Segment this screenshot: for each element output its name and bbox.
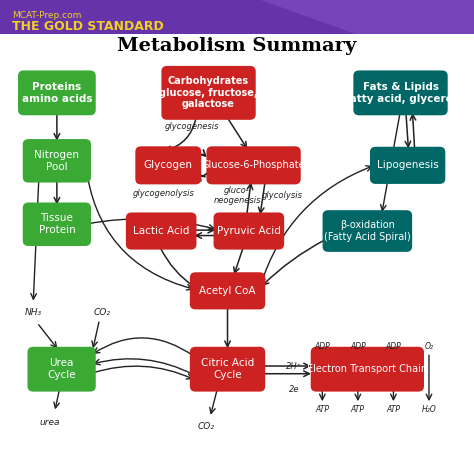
Text: Glucose-6-Phosphate: Glucose-6-Phosphate	[202, 160, 305, 170]
Text: ATP: ATP	[386, 405, 401, 414]
Text: glycogenolysis: glycogenolysis	[133, 189, 194, 198]
Text: Urea
Cycle: Urea Cycle	[47, 358, 76, 380]
FancyBboxPatch shape	[18, 70, 96, 115]
FancyBboxPatch shape	[0, 0, 474, 34]
FancyBboxPatch shape	[213, 212, 284, 250]
Text: 2H⁺: 2H⁺	[286, 361, 302, 371]
Text: gluco-
neogenesis: gluco- neogenesis	[213, 186, 261, 205]
FancyBboxPatch shape	[161, 66, 255, 120]
Polygon shape	[261, 0, 474, 34]
Text: Fats & Lipids
fatty acid, glycerol: Fats & Lipids fatty acid, glycerol	[345, 82, 456, 104]
FancyBboxPatch shape	[23, 139, 91, 183]
Text: ATP: ATP	[315, 405, 329, 414]
Text: glycolysis: glycolysis	[262, 191, 302, 200]
Text: O₂: O₂	[425, 342, 433, 351]
Text: ADP: ADP	[314, 342, 330, 351]
Text: 2e: 2e	[289, 385, 299, 394]
FancyBboxPatch shape	[27, 347, 96, 391]
FancyBboxPatch shape	[322, 210, 412, 252]
Text: Tissue
Protein: Tissue Protein	[38, 213, 75, 235]
FancyBboxPatch shape	[190, 272, 265, 309]
Text: Carbohydrates
glucose, fructose,
galactose: Carbohydrates glucose, fructose, galacto…	[159, 76, 258, 110]
Text: Proteins
amino acids: Proteins amino acids	[22, 82, 92, 104]
Text: Citric Acid
Cycle: Citric Acid Cycle	[201, 358, 254, 380]
FancyBboxPatch shape	[136, 146, 201, 184]
FancyBboxPatch shape	[23, 202, 91, 246]
Text: CO₂: CO₂	[93, 308, 110, 317]
Text: CO₂: CO₂	[198, 422, 215, 431]
Text: β-oxidation
(Fatty Acid Spiral): β-oxidation (Fatty Acid Spiral)	[324, 220, 411, 242]
Text: urea: urea	[39, 418, 60, 427]
Text: ADP: ADP	[350, 342, 366, 351]
Text: Electron Transport Chain: Electron Transport Chain	[307, 364, 428, 374]
FancyBboxPatch shape	[370, 147, 445, 184]
Text: Lactic Acid: Lactic Acid	[133, 226, 189, 236]
Text: Lipogenesis: Lipogenesis	[377, 160, 438, 170]
Text: Acetyl CoA: Acetyl CoA	[199, 286, 256, 296]
Text: MCAT-Prep.com: MCAT-Prep.com	[12, 11, 81, 20]
Text: ADP: ADP	[385, 342, 401, 351]
Text: Pyruvic Acid: Pyruvic Acid	[217, 226, 281, 236]
FancyBboxPatch shape	[190, 347, 265, 391]
Text: ATP: ATP	[351, 405, 365, 414]
FancyBboxPatch shape	[353, 70, 447, 115]
FancyBboxPatch shape	[126, 212, 196, 250]
FancyBboxPatch shape	[311, 347, 424, 391]
Text: Nitrogen
Pool: Nitrogen Pool	[35, 150, 79, 172]
Text: Metabolism Summary: Metabolism Summary	[117, 37, 357, 55]
FancyBboxPatch shape	[206, 146, 301, 184]
Text: glycogenesis: glycogenesis	[165, 122, 219, 131]
Text: Glycogen: Glycogen	[144, 160, 193, 170]
Text: THE GOLD STANDARD: THE GOLD STANDARD	[12, 20, 164, 33]
Text: H₂O: H₂O	[421, 405, 437, 414]
Text: NH₃: NH₃	[25, 308, 42, 317]
